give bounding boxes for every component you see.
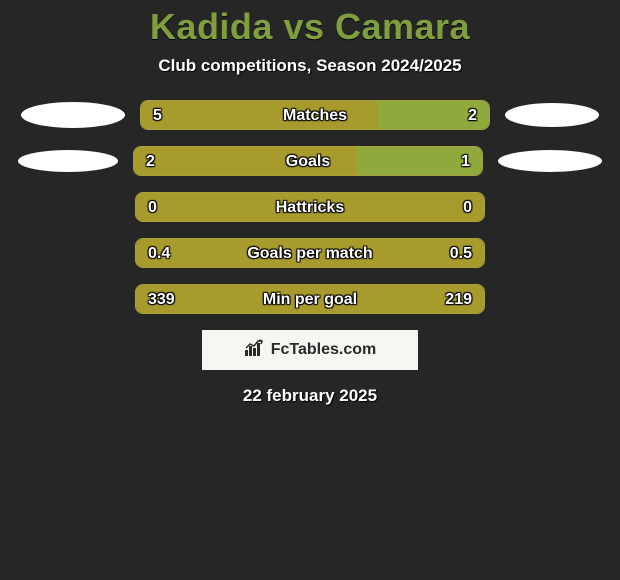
stat-label: Matches <box>141 101 489 130</box>
stat-row: 52Matches <box>0 100 620 130</box>
stat-row: 339219Min per goal <box>0 284 620 314</box>
page-title: Kadida vs Camara <box>0 6 620 48</box>
stat-row: 21Goals <box>0 146 620 176</box>
subtitle: Club competitions, Season 2024/2025 <box>0 56 620 76</box>
player-left-pill <box>18 150 118 172</box>
stat-row: 0.40.5Goals per match <box>0 238 620 268</box>
stat-label: Goals per match <box>136 239 484 268</box>
comparison-infographic: Kadida vs Camara Club competitions, Seas… <box>0 0 620 406</box>
player-right-pill <box>498 150 602 172</box>
brand-text: FcTables.com <box>271 341 377 359</box>
comparison-rows: 52Matches 21Goals 00Hattricks 0.40.5Goals p… <box>0 100 620 314</box>
stat-bar: 0.40.5Goals per match <box>135 238 485 268</box>
stat-label: Goals <box>134 147 482 176</box>
stat-label: Min per goal <box>136 285 484 314</box>
stat-bar: 21Goals <box>133 146 483 176</box>
player-left-pill <box>21 102 125 128</box>
stat-bar: 00Hattricks <box>135 192 485 222</box>
stat-label: Hattricks <box>136 193 484 222</box>
stat-bar: 339219Min per goal <box>135 284 485 314</box>
bar-chart-icon <box>244 339 266 362</box>
stat-row: 00Hattricks <box>0 192 620 222</box>
player-right-pill <box>505 103 599 127</box>
brand-badge: FcTables.com <box>202 330 418 370</box>
stat-bar: 52Matches <box>140 100 490 130</box>
date-text: 22 february 2025 <box>0 386 620 406</box>
